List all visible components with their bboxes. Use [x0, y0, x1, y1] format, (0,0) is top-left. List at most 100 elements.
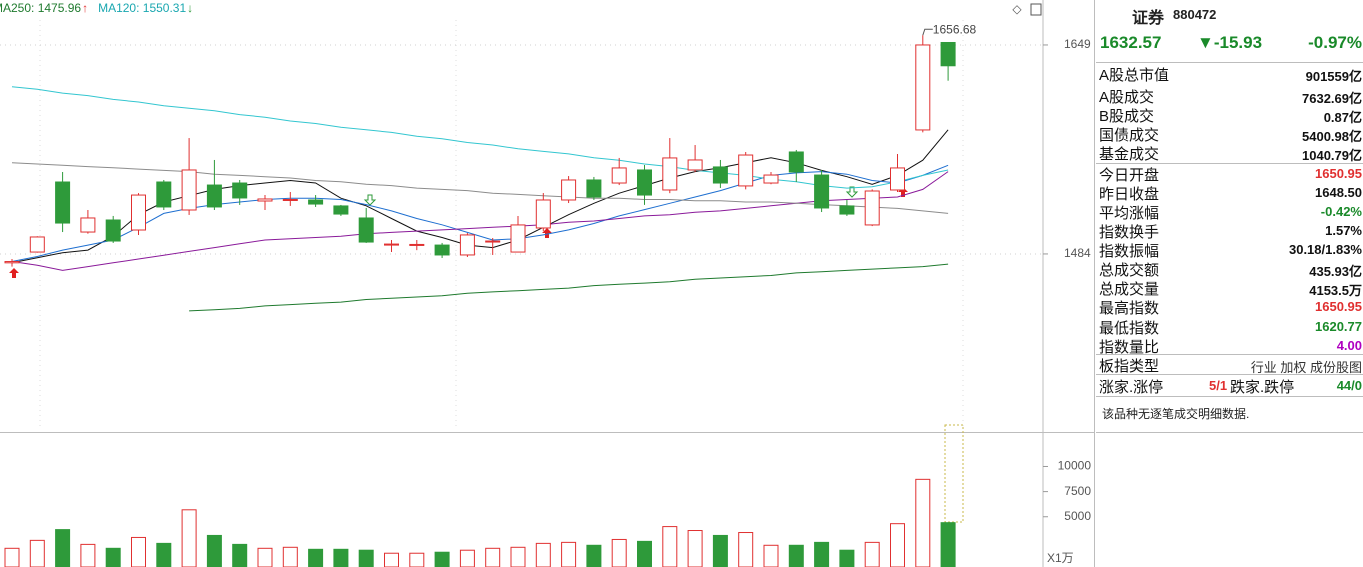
y-tick-label: 1484: [1064, 246, 1091, 260]
row-label: 指数量比: [1099, 339, 1160, 356]
candle-body: [55, 181, 71, 224]
candle-body: [687, 159, 703, 171]
volume-bar: [333, 548, 349, 567]
row-label: 总成交额: [1099, 262, 1160, 279]
candle-body: [561, 179, 577, 201]
volume-bar: [206, 534, 222, 567]
candle-body: [384, 243, 399, 246]
option[interactable]: 成份股图: [1309, 360, 1362, 375]
candle-body: [459, 234, 475, 256]
volume-bar: [788, 544, 804, 567]
security-name: 证券: [1132, 10, 1165, 27]
volume-bar: [485, 547, 501, 567]
row-label: A股总市值: [1099, 67, 1170, 84]
candle-body: [839, 205, 855, 215]
row-value: 7632.69亿: [1302, 91, 1362, 106]
row-value: 1650.95: [1315, 166, 1362, 181]
price-change: ▼-15.93: [1197, 33, 1263, 52]
row-value: 30.18/1.83%: [1288, 242, 1362, 257]
diamond-icon[interactable]: ◇: [1012, 2, 1022, 16]
row-label: 指数振幅: [1099, 243, 1160, 260]
candle-body: [333, 205, 349, 215]
volume-bar: [282, 546, 298, 567]
volume-bar: [257, 547, 273, 567]
volume-bar: [105, 547, 121, 567]
candle-body: [409, 243, 425, 246]
candle-body: [763, 174, 779, 184]
candle-body: [890, 167, 905, 191]
note: 该品种无逐笔成交明细数据.: [1102, 407, 1250, 421]
high-annotation: 1656.68: [933, 22, 977, 36]
candle-body: [232, 182, 248, 199]
sell-arrow: [845, 186, 859, 198]
volume-bar: [814, 541, 830, 567]
row-label: 最低指数: [1099, 320, 1160, 337]
volume-bar: [308, 548, 324, 567]
candle-body: [131, 194, 146, 231]
candle-body: [510, 224, 526, 253]
volume-bar: [561, 541, 577, 567]
up-count: 5/1: [1209, 378, 1228, 393]
row-label: 国债成交: [1099, 127, 1160, 144]
ma-line: [189, 263, 949, 312]
separator: [1096, 374, 1363, 375]
row-value: 0.87亿: [1323, 110, 1362, 125]
candle-body: [434, 244, 450, 256]
volume-bar: [763, 544, 779, 567]
row-label: 涨家.涨停: [1099, 379, 1164, 396]
row-label: 最高指数: [1099, 300, 1160, 317]
y-tick-label: 1649: [1064, 37, 1091, 51]
candle-body: [611, 167, 627, 184]
separator: [1096, 163, 1363, 164]
row-value: 1648.50: [1315, 185, 1362, 200]
y-tick-label: 5000: [1064, 509, 1091, 523]
row-value: 5400.98亿: [1302, 129, 1362, 144]
window-icon[interactable]: [1030, 3, 1042, 16]
volume-bar: [839, 549, 855, 567]
volume-bar: [156, 542, 172, 567]
volume-bar: [434, 551, 450, 567]
ma-line: [11, 129, 949, 264]
volume-bar: [358, 549, 374, 567]
legend-text: MA250: 1475.96: [0, 1, 81, 15]
volume-bar: [510, 546, 526, 567]
ma-line: [11, 86, 949, 189]
candle-body: [940, 41, 956, 67]
row-label: 跌家.跌停: [1230, 379, 1295, 396]
candle-body: [282, 198, 298, 201]
volume-bar: [586, 544, 602, 567]
candle-body: [358, 217, 374, 243]
candle-body: [915, 44, 931, 131]
candle-body: [738, 154, 754, 187]
option[interactable]: 行业: [1250, 360, 1277, 375]
price-change-pct: -0.97%: [1308, 33, 1362, 52]
volume-bar: [4, 547, 20, 567]
ma-line: [11, 171, 949, 271]
volume-bar: [80, 543, 96, 567]
candle-body: [814, 174, 830, 209]
y-tick-label: 7500: [1064, 484, 1091, 498]
volume-bar: [55, 529, 71, 567]
volume-bar: [864, 541, 880, 567]
separator: [1096, 62, 1363, 63]
candle-body: [535, 199, 551, 229]
board-type-options: 行业 加权 成份股图: [1251, 357, 1362, 376]
candle-body: [206, 184, 222, 208]
security-code: 880472: [1173, 7, 1217, 22]
candle-body: [80, 217, 96, 233]
legend-text: MA120: 1550.31: [98, 1, 186, 15]
option[interactable]: 加权: [1280, 360, 1307, 375]
volume-bar: [637, 540, 652, 567]
row-label: B股成交: [1099, 108, 1155, 125]
legend-arrow: ↓: [187, 1, 193, 15]
candle-body: [485, 240, 501, 243]
row-value: 4.00: [1336, 338, 1362, 353]
info-panel: 证券 880472 1632.57 ▼-15.93 -0.97% 板指类型 行业…: [1096, 0, 1363, 567]
row-value: 901559亿: [1305, 69, 1362, 84]
row-label: 指数换手: [1099, 224, 1160, 241]
row-value: 4153.5万: [1309, 283, 1362, 298]
volume-bar: [915, 478, 931, 567]
candle-body: [864, 190, 880, 226]
volume-bar: [232, 543, 248, 567]
